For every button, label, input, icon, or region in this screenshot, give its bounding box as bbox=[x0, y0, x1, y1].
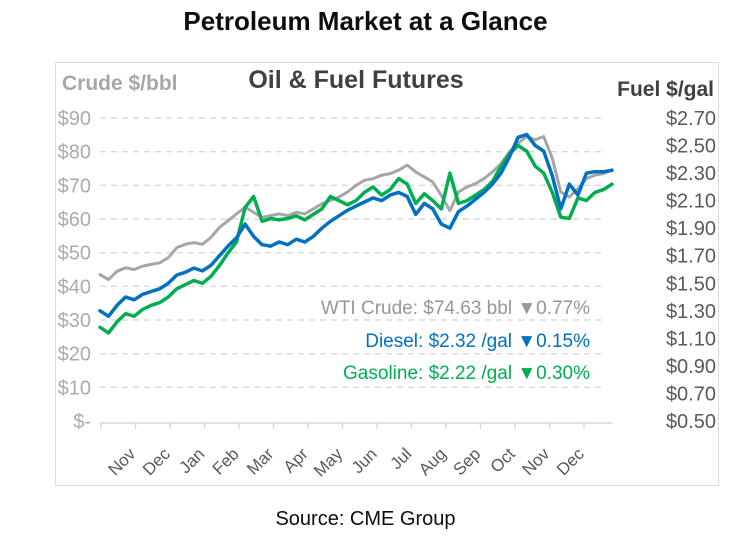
right-axis-tick-label: $1.70 bbox=[666, 246, 716, 268]
month-label: Nov bbox=[519, 444, 554, 479]
right-axis-tick-label: $0.90 bbox=[666, 356, 716, 378]
source-caption: Source: CME Group bbox=[275, 508, 456, 530]
series-line-diesel bbox=[98, 132, 614, 319]
chart-title: Oil & Fuel Futures bbox=[248, 66, 464, 94]
legend-entry-gasoline: Gasoline: $2.22 /gal ▼0.30% bbox=[343, 363, 590, 384]
left-axis-tick-label: $40 bbox=[58, 276, 91, 298]
right-axis-tick-label: $2.10 bbox=[666, 191, 716, 213]
left-axis-tick-label: $70 bbox=[58, 175, 91, 197]
chart-card bbox=[55, 62, 719, 486]
page-title: Petroleum Market at a Glance bbox=[183, 6, 548, 36]
month-label: May bbox=[310, 444, 346, 480]
left-axis-tick-label: $50 bbox=[58, 243, 91, 265]
right-axis-tick-label: $1.90 bbox=[666, 218, 716, 240]
right-axis-title: Fuel $/gal bbox=[617, 78, 714, 101]
right-axis-tick-label: $1.10 bbox=[666, 328, 716, 350]
month-label: Jul bbox=[387, 444, 416, 473]
right-axis-tick-label: $2.50 bbox=[666, 136, 716, 158]
month-label: Jun bbox=[348, 444, 381, 477]
right-axis-tick-label: $0.70 bbox=[666, 383, 716, 405]
month-label: Oct bbox=[487, 444, 519, 476]
right-axis-tick-label: $2.70 bbox=[666, 108, 716, 130]
left-axis-title: Crude $/bbl bbox=[62, 72, 178, 95]
month-label: Nov bbox=[105, 444, 140, 479]
month-label: Dec bbox=[139, 444, 174, 479]
right-axis-tick-label: $1.30 bbox=[666, 301, 716, 323]
right-axis-tick-label: $1.50 bbox=[666, 273, 716, 295]
month-label: Apr bbox=[280, 444, 312, 476]
left-axis-tick-label: $60 bbox=[58, 209, 91, 231]
left-axis-tick-label: $90 bbox=[58, 108, 91, 130]
month-label: Jan bbox=[176, 444, 209, 477]
month-label: Feb bbox=[209, 444, 243, 478]
right-axis-tick-label: $2.30 bbox=[666, 163, 716, 185]
right-axis-tick-label: $0.50 bbox=[666, 411, 716, 433]
legend-entry-diesel: Diesel: $2.32 /gal ▼0.15% bbox=[365, 331, 590, 352]
left-axis-tick-label: $20 bbox=[58, 344, 91, 366]
left-axis-tick-label: $10 bbox=[58, 377, 91, 399]
month-label: Dec bbox=[553, 444, 588, 479]
left-axis-tick-label: $80 bbox=[58, 142, 91, 164]
left-axis-tick-label: $- bbox=[73, 411, 91, 433]
month-label: Aug bbox=[415, 444, 450, 479]
legend-entry-wti-crude: WTI Crude: $74.63 bbl ▼0.77% bbox=[321, 298, 590, 319]
month-label: Sep bbox=[450, 444, 485, 479]
series-line-gasoline bbox=[98, 143, 614, 335]
left-axis-tick-label: $30 bbox=[58, 310, 91, 332]
month-label: Mar bbox=[243, 444, 277, 478]
